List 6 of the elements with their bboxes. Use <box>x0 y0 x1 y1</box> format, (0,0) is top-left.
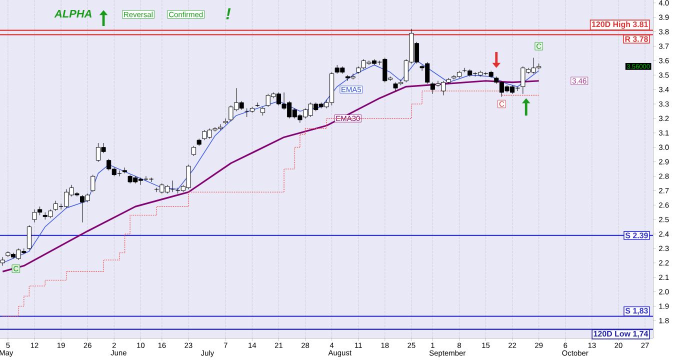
annotation: ! <box>226 8 231 20</box>
candlestick <box>26 225 32 250</box>
candlestick <box>255 102 260 108</box>
candlestick <box>90 174 96 192</box>
annotation: ALPHA <box>54 10 92 18</box>
candlestick <box>192 146 196 156</box>
